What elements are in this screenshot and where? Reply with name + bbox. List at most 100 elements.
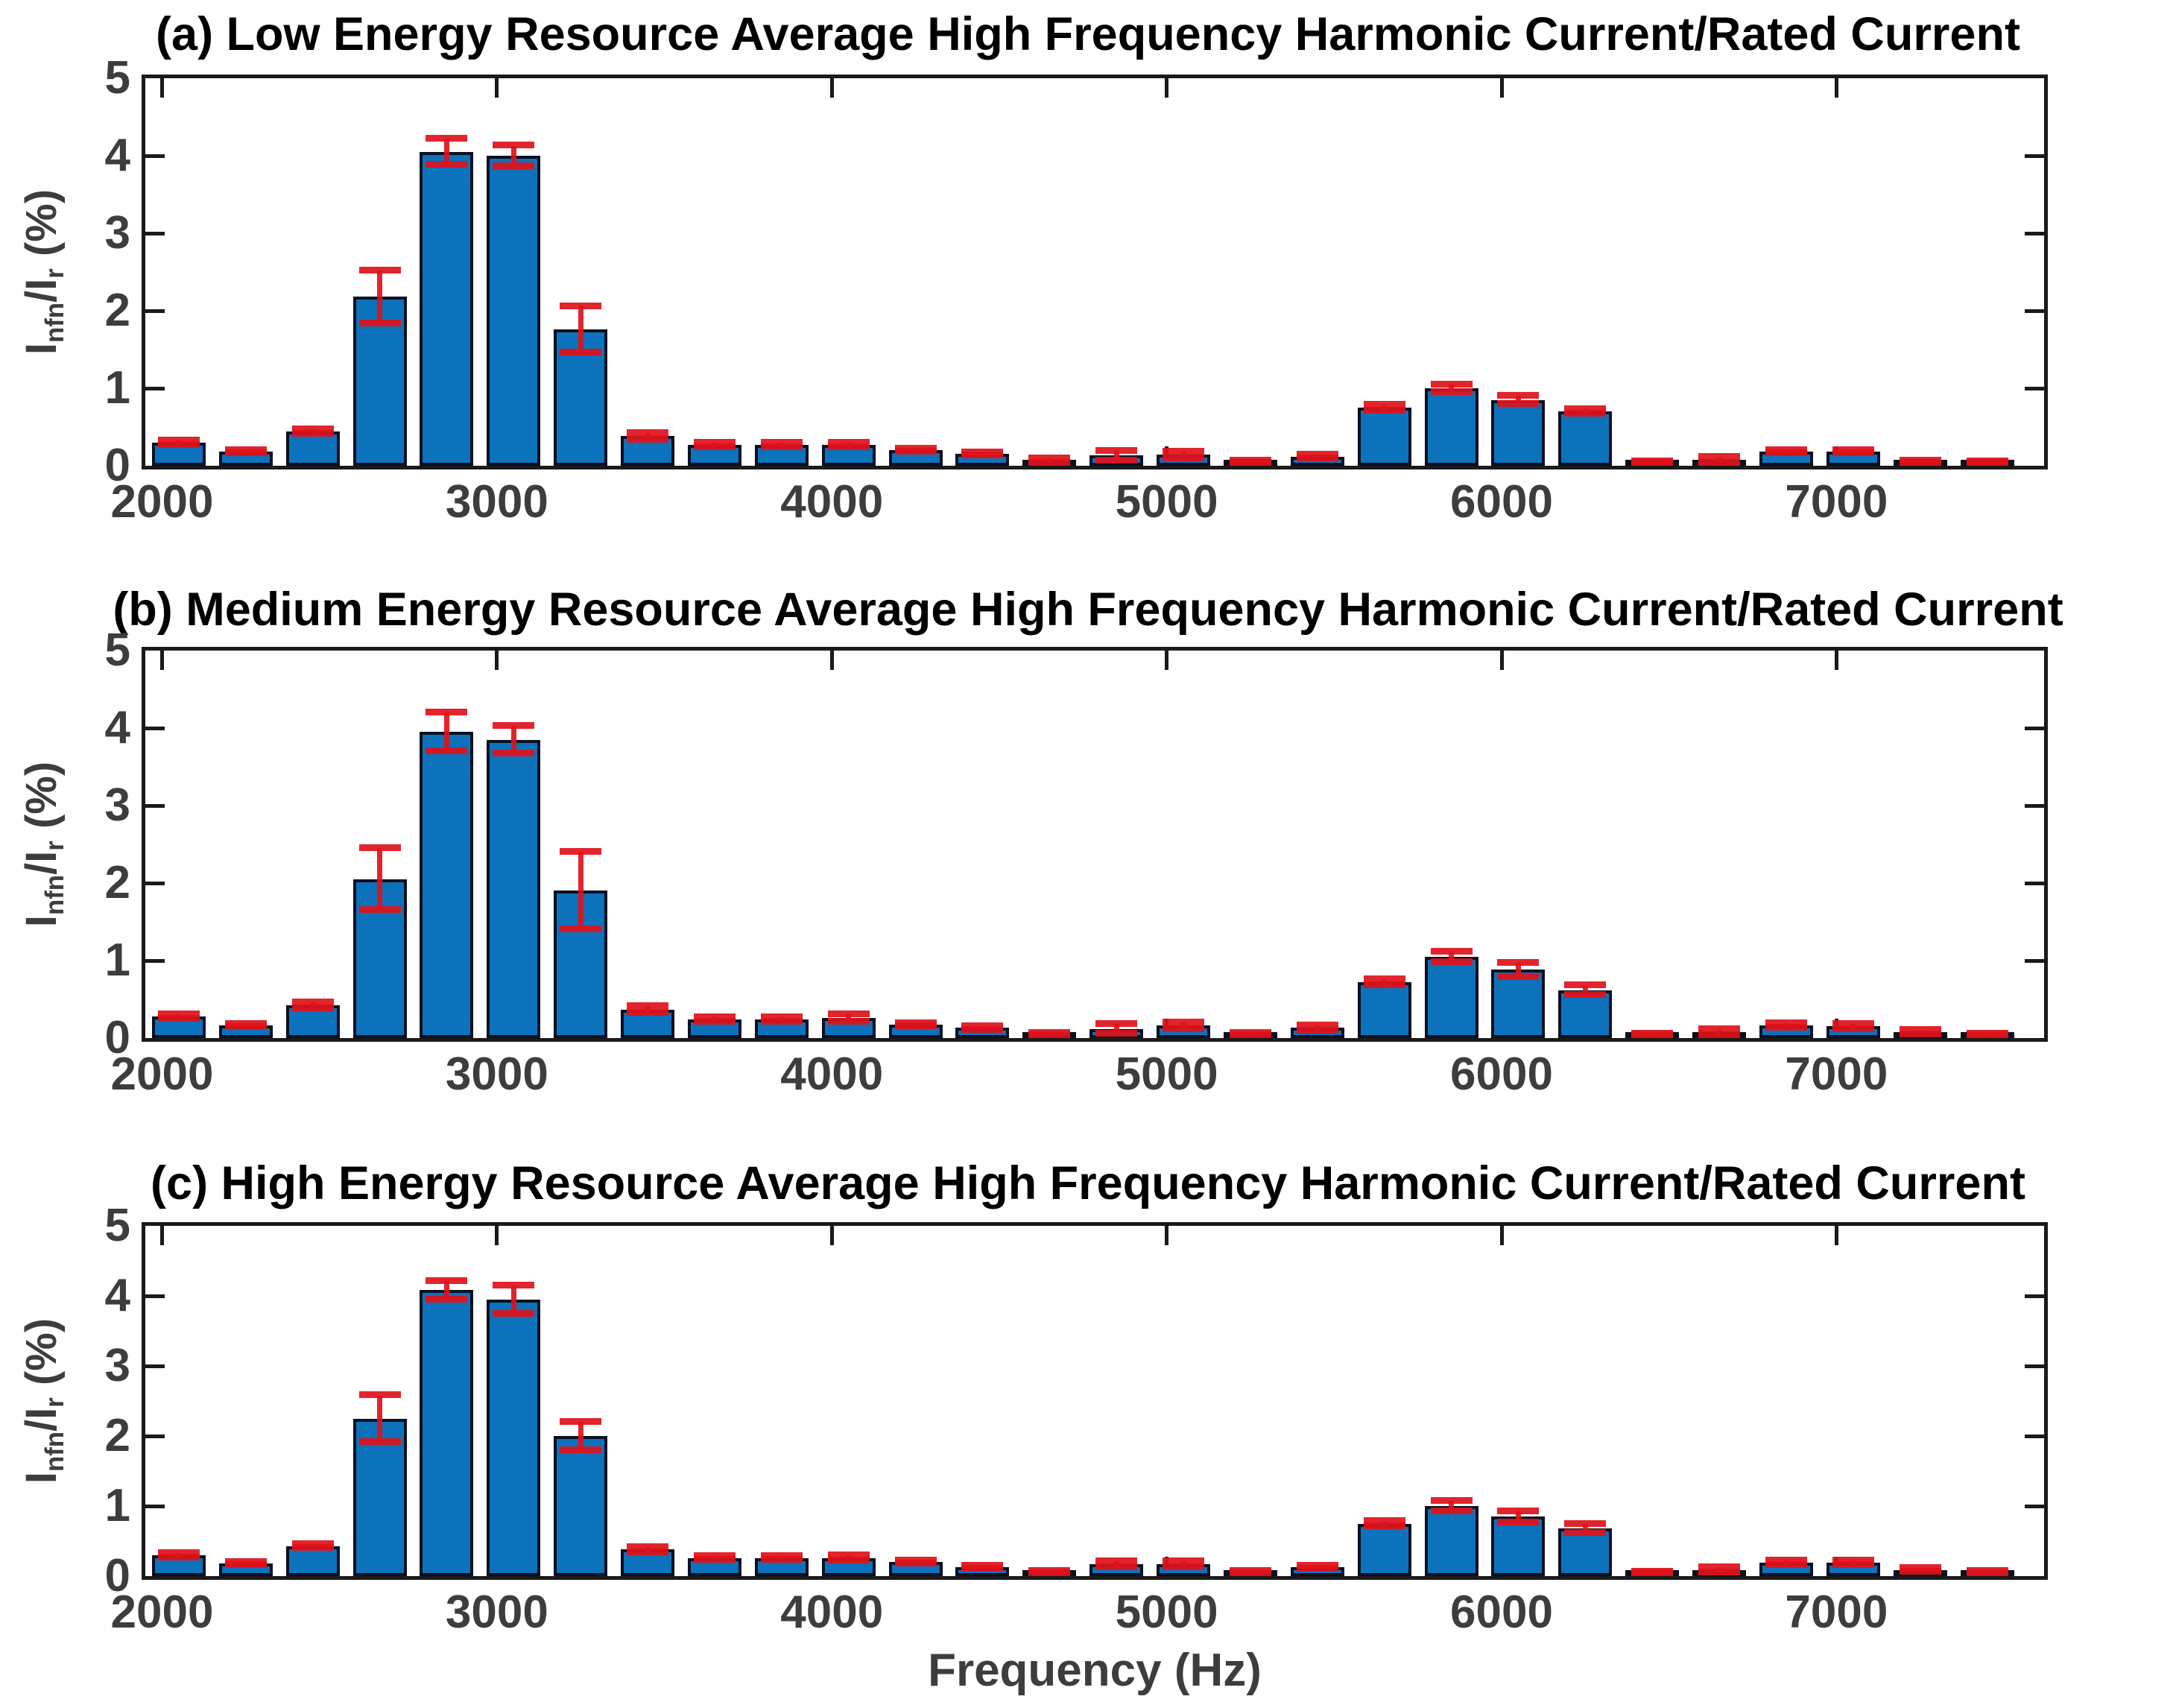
y-tick-mark	[2025, 231, 2044, 235]
error-bar-cap	[760, 1552, 803, 1559]
y-tick-mark	[2025, 1434, 2044, 1438]
error-bar-cap	[1564, 1520, 1607, 1528]
error-bar	[1582, 985, 1588, 995]
y-tick-label: 5	[104, 624, 130, 676]
x-tick-label: 4000	[780, 476, 884, 528]
y-tick-label: 2	[104, 857, 130, 908]
y-tick-label: 4	[104, 130, 130, 181]
y-tick-label: 1	[104, 934, 130, 986]
x-tick-mark	[1834, 78, 1838, 98]
error-bar-cap	[1296, 1022, 1338, 1029]
x-tick-label: 5000	[1115, 1048, 1218, 1100]
error-bar	[1515, 1511, 1521, 1522]
y-tick-mark	[2025, 154, 2044, 158]
error-bar-cap	[560, 349, 602, 356]
error-bar-cap	[1163, 448, 1205, 455]
y-tick-label: 0	[104, 440, 130, 491]
error-bar	[578, 852, 583, 930]
error-bar	[377, 848, 383, 911]
bar	[1424, 956, 1478, 1038]
error-bar-cap	[358, 1391, 401, 1399]
y-tick-mark	[2025, 1504, 2044, 1508]
y-tick-label: 5	[104, 1200, 130, 1251]
error-bar-cap	[1095, 1020, 1138, 1028]
x-tick-label: 2000	[110, 1048, 214, 1100]
error-bar-cap	[426, 709, 468, 716]
error-bar-cap	[1966, 1569, 2008, 1576]
error-bar-cap	[827, 438, 870, 446]
error-bar-cap	[1899, 1568, 1941, 1575]
y-tick-mark	[2025, 803, 2044, 808]
error-bar-cap	[1966, 459, 2008, 466]
error-bar-cap	[1899, 1030, 1941, 1037]
error-bar	[1113, 451, 1119, 461]
bar	[1357, 1523, 1411, 1576]
y-tick-mark	[145, 386, 165, 390]
error-bar-cap	[1229, 459, 1271, 466]
error-bar-cap	[693, 443, 736, 451]
y-tick-mark	[145, 231, 165, 235]
x-tick-label: 5000	[1115, 1587, 1218, 1638]
error-bar-cap	[1497, 1518, 1540, 1525]
error-bar-cap	[1095, 1557, 1138, 1565]
error-bar-cap	[1564, 405, 1607, 413]
error-bar-cap	[1363, 1522, 1405, 1530]
x-tick-mark	[1499, 78, 1504, 98]
error-bar-cap	[1095, 447, 1138, 455]
error-bar-cap	[426, 1295, 468, 1303]
error-bar-cap	[1095, 456, 1138, 464]
error-bar-cap	[1363, 400, 1405, 408]
error-bar-cap	[1698, 1569, 1741, 1576]
error-bar-cap	[1363, 975, 1405, 982]
error-bar-cap	[1832, 449, 1874, 457]
error-bar-cap	[760, 443, 803, 451]
error-bar-cap	[1430, 388, 1473, 396]
y-tick-mark	[145, 1364, 165, 1368]
error-bar-cap	[426, 1277, 468, 1285]
y-tick-mark	[2025, 881, 2044, 885]
error-bar-cap	[560, 848, 602, 855]
error-bar-cap	[1229, 1569, 1271, 1576]
error-bar-cap	[358, 906, 401, 914]
bar	[487, 739, 541, 1038]
bar	[420, 1290, 474, 1576]
error-bar-cap	[358, 1437, 401, 1445]
error-bar	[443, 1281, 449, 1300]
error-bar-cap	[894, 1560, 937, 1567]
bar	[1424, 388, 1478, 466]
error-bar-cap	[894, 448, 937, 455]
error-bar-cap	[1028, 454, 1071, 461]
subplot-c-title: (c) High Energy Resource Average High Fr…	[151, 1157, 2025, 1209]
x-tick-label: 7000	[1785, 476, 1888, 528]
error-bar-cap	[426, 747, 468, 755]
error-bar-cap	[760, 1018, 803, 1025]
y-tick-mark	[145, 1504, 165, 1508]
subplot-b-title: (b) Medium Energy Resource Average High …	[113, 583, 2063, 636]
bar	[1424, 1506, 1478, 1576]
error-bar-cap	[1698, 452, 1741, 460]
error-bar-cap	[358, 266, 401, 273]
y-tick-label: 4	[104, 1270, 130, 1321]
error-bar-cap	[157, 1553, 200, 1560]
x-tick-label: 3000	[445, 1048, 548, 1100]
error-bar-cap	[1028, 1569, 1071, 1576]
error-bar-cap	[1564, 1528, 1607, 1536]
bar	[487, 1299, 541, 1576]
error-bar-cap	[358, 844, 401, 852]
error-bar-cap	[1363, 1516, 1405, 1524]
y-tick-label: 1	[104, 362, 130, 414]
error-bar-cap	[493, 750, 535, 757]
error-bar-cap	[627, 429, 669, 437]
bar	[420, 732, 474, 1038]
x-tick-label: 4000	[780, 1587, 884, 1638]
bar	[420, 151, 474, 466]
error-bar-cap	[627, 1543, 669, 1550]
error-bar-cap	[1966, 1031, 2008, 1038]
y-tick-mark	[145, 1294, 165, 1298]
x-tick-mark	[159, 1226, 164, 1245]
error-bar-cap	[693, 1552, 736, 1559]
error-bar-cap	[827, 443, 870, 451]
error-bar-cap	[1095, 1563, 1138, 1570]
error-bar	[1449, 951, 1455, 963]
error-bar-cap	[1765, 1019, 1807, 1027]
